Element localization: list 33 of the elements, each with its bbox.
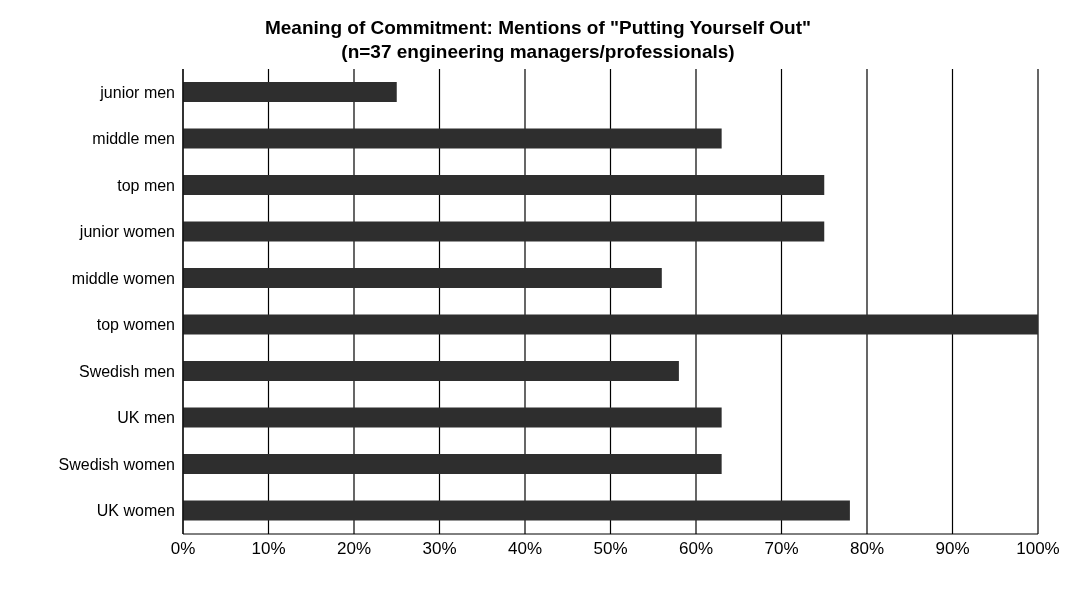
- bar: [183, 314, 1038, 335]
- y-tick-label: junior women: [78, 223, 175, 241]
- x-tick-label: 80%: [849, 539, 885, 559]
- y-tick-label: top men: [117, 176, 175, 194]
- bar: [183, 175, 825, 196]
- bar: [183, 361, 679, 382]
- bar: [183, 454, 722, 475]
- x-tick-label: 30%: [422, 539, 457, 559]
- x-tick-label: 20%: [336, 539, 372, 559]
- y-tick-label: Swedish women: [58, 455, 175, 473]
- y-tick-label: top women: [96, 316, 175, 334]
- bar: [183, 221, 825, 242]
- bar: [183, 82, 397, 103]
- x-tick-label: 60%: [678, 539, 714, 559]
- x-tick-label: 100%: [1016, 539, 1060, 559]
- y-tick-label: middle men: [92, 130, 175, 148]
- chart-subtitle: (n=37 engineering managers/professionals): [340, 40, 736, 64]
- y-tick-label: UK men: [117, 409, 175, 427]
- y-tick-label: UK women: [96, 502, 175, 520]
- x-tick-label: 10%: [251, 539, 286, 559]
- chart-title: Meaning of Commitment: Mentions of "Putting Yourself Out": [263, 16, 813, 40]
- x-tick-label: 40%: [507, 539, 543, 559]
- bar: [183, 268, 662, 289]
- x-tick-label: 90%: [935, 539, 970, 559]
- x-tick-label: 70%: [764, 539, 799, 559]
- y-tick-label: middle women: [71, 269, 175, 287]
- y-tick-label: Swedish men: [78, 362, 175, 380]
- bar: [183, 407, 722, 428]
- x-tick-label: 50%: [593, 539, 628, 559]
- bar: [183, 128, 722, 149]
- bar: [183, 500, 850, 521]
- x-tick-label: 0%: [170, 539, 196, 559]
- y-tick-label: junior men: [99, 83, 175, 101]
